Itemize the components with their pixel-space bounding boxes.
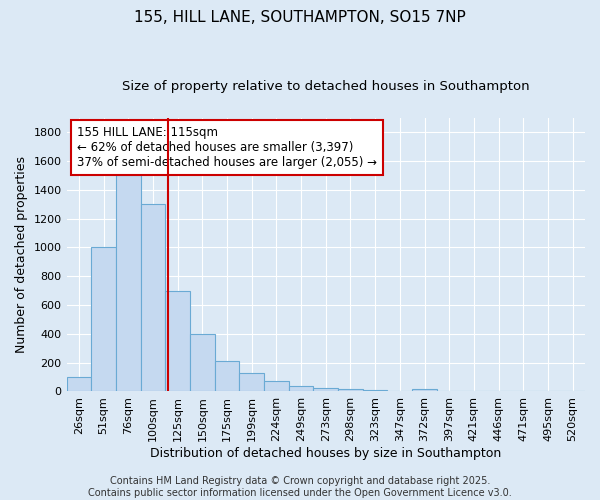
Bar bbox=[67, 377, 91, 392]
Bar bbox=[91, 248, 116, 392]
Bar bbox=[412, 390, 437, 392]
Y-axis label: Number of detached properties: Number of detached properties bbox=[15, 156, 28, 353]
Bar bbox=[363, 390, 388, 392]
Text: Contains HM Land Registry data © Crown copyright and database right 2025.
Contai: Contains HM Land Registry data © Crown c… bbox=[88, 476, 512, 498]
Text: 155 HILL LANE: 115sqm
← 62% of detached houses are smaller (3,397)
37% of semi-d: 155 HILL LANE: 115sqm ← 62% of detached … bbox=[77, 126, 377, 169]
Bar bbox=[215, 361, 239, 392]
Bar bbox=[190, 334, 215, 392]
Bar bbox=[165, 290, 190, 392]
Bar bbox=[116, 176, 140, 392]
Bar bbox=[289, 386, 313, 392]
Title: Size of property relative to detached houses in Southampton: Size of property relative to detached ho… bbox=[122, 80, 530, 93]
X-axis label: Distribution of detached houses by size in Southampton: Distribution of detached houses by size … bbox=[150, 447, 502, 460]
Text: 155, HILL LANE, SOUTHAMPTON, SO15 7NP: 155, HILL LANE, SOUTHAMPTON, SO15 7NP bbox=[134, 10, 466, 25]
Bar bbox=[239, 372, 264, 392]
Bar bbox=[338, 390, 363, 392]
Bar bbox=[313, 388, 338, 392]
Bar bbox=[140, 204, 165, 392]
Bar bbox=[264, 382, 289, 392]
